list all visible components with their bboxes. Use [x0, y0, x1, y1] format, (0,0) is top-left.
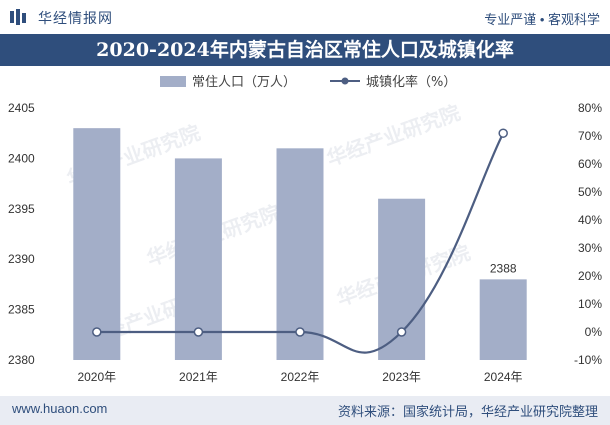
bar [276, 148, 324, 360]
right-axis-tick: 60% [578, 157, 602, 171]
legend-line-marker [341, 77, 349, 85]
right-axis-tick: 20% [578, 269, 602, 283]
urbanization-line [96, 132, 505, 354]
right-axis-tick: 70% [578, 129, 602, 143]
data-label: 2388 [490, 261, 517, 275]
x-axis-tick: 2024年 [484, 370, 523, 384]
combo-chart: 华经产业研究院华经产业研究院华经产业研究院华经产业研究院华经产业研究院 常住人口… [8, 74, 603, 384]
legend-label: 城镇化率（%） [366, 74, 456, 90]
tagline: 专业严谨 • 客观科学 [484, 12, 600, 27]
right-axis-tick: 40% [578, 213, 602, 227]
legend-label: 常住人口（万人） [192, 75, 296, 90]
brand-name: 华经情报网 [38, 10, 113, 26]
watermark-text: 华经产业研究院 [324, 100, 464, 170]
left-axis-tick: 2395 [8, 202, 35, 216]
source-note: 资料来源：国家统计局，华经产业研究院整理 [337, 404, 598, 419]
bar [73, 128, 121, 360]
left-axis-tick: 2385 [8, 303, 35, 317]
x-axis-tick: 2022年 [281, 370, 320, 384]
line-point [396, 327, 407, 337]
right-axis-tick: 10% [578, 297, 602, 311]
x-axis-tick: 2021年 [179, 370, 218, 384]
title-bar [0, 34, 610, 66]
line-point [295, 327, 305, 337]
x-axis-tick: 2023年 [382, 370, 421, 384]
bar [174, 158, 222, 360]
x-axis-tick: 2020年 [77, 370, 116, 384]
right-axis-tick: 80% [578, 101, 602, 115]
line-point [498, 128, 508, 138]
website-link[interactable]: www.huaon.com [12, 401, 108, 416]
left-axis-tick: 2405 [8, 101, 35, 115]
line-point [193, 327, 204, 337]
logo-icon [10, 9, 26, 25]
right-axis-tick: 0% [585, 325, 603, 339]
chart-title: 2020-2024年内蒙古自治区常住人口及城镇化率 [96, 39, 514, 61]
legend-bar-swatch [160, 76, 186, 87]
left-axis-tick: 2390 [8, 252, 35, 266]
left-axis-tick: 2380 [8, 353, 35, 367]
right-axis-tick: 50% [578, 185, 602, 199]
right-axis-tick: -10% [574, 353, 602, 367]
top-header: 华经情报网 专业严谨 • 客观科学 [0, 0, 610, 34]
line-point [92, 327, 102, 337]
left-axis-tick: 2400 [8, 151, 35, 165]
bar [479, 279, 527, 360]
right-axis-tick: 30% [578, 241, 602, 255]
footer-bar [0, 396, 610, 425]
